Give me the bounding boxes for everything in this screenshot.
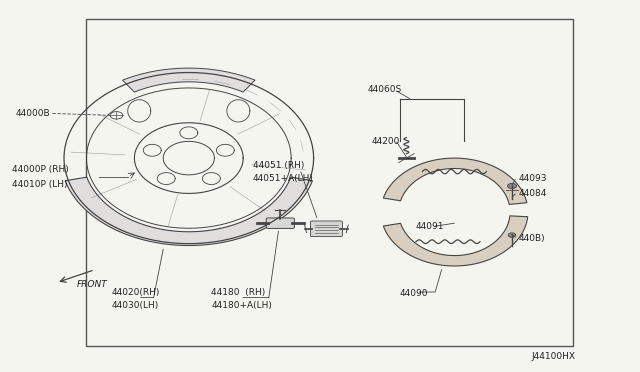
Text: FRONT: FRONT <box>77 280 108 289</box>
Text: 44060S: 44060S <box>368 85 403 94</box>
Polygon shape <box>383 158 527 205</box>
Circle shape <box>508 233 516 237</box>
Text: 44090: 44090 <box>400 289 429 298</box>
Text: 44084: 44084 <box>518 189 547 198</box>
Text: 44051+A(LH): 44051+A(LH) <box>253 174 314 183</box>
Text: 44020(RH): 44020(RH) <box>112 288 161 296</box>
Text: 44180  (RH): 44180 (RH) <box>211 288 266 296</box>
Polygon shape <box>65 177 312 246</box>
Polygon shape <box>383 216 528 266</box>
FancyBboxPatch shape <box>266 218 294 228</box>
Text: 44000B: 44000B <box>16 109 51 118</box>
FancyBboxPatch shape <box>310 221 342 237</box>
Text: J44100HX: J44100HX <box>531 352 575 361</box>
Text: 44093: 44093 <box>518 174 547 183</box>
Text: 440B): 440B) <box>518 234 545 243</box>
Text: 44200: 44200 <box>371 137 399 146</box>
Text: 44051 (RH): 44051 (RH) <box>253 161 304 170</box>
Text: 44091: 44091 <box>416 222 445 231</box>
Circle shape <box>508 183 516 189</box>
Polygon shape <box>123 68 255 92</box>
Text: 44180+A(LH): 44180+A(LH) <box>211 301 272 310</box>
Text: 44010P (LH): 44010P (LH) <box>12 180 67 189</box>
Text: 44030(LH): 44030(LH) <box>112 301 159 310</box>
Text: 44000P (RH): 44000P (RH) <box>12 165 68 174</box>
